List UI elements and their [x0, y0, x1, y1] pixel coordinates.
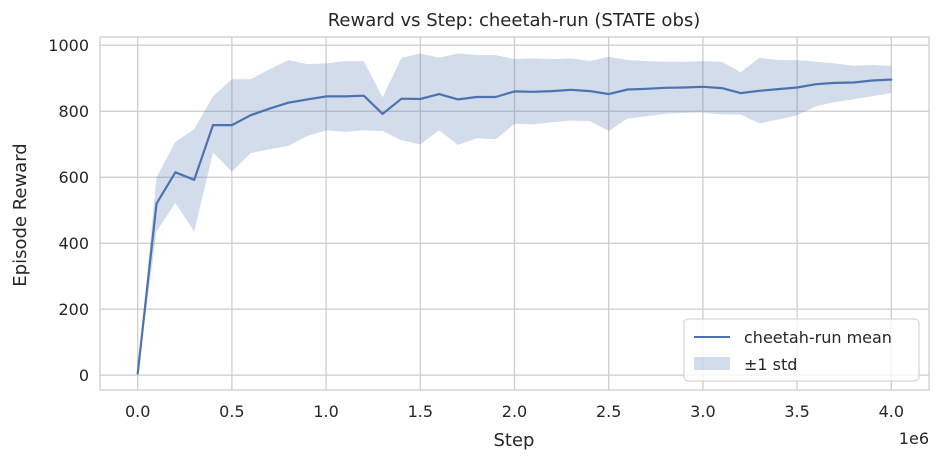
y-axis-label: Episode Reward — [10, 143, 31, 286]
legend-box — [683, 318, 920, 382]
x-tick-label-2: 1.0 — [313, 402, 338, 421]
x-tick-label-4: 2.0 — [502, 402, 527, 421]
x-tick-labels: 0.0 0.5 1.0 1.5 2.0 2.5 3.0 3.5 4.0 — [125, 402, 904, 421]
y-tick-label-5: 1000 — [48, 36, 89, 55]
x-tick-label-5: 2.5 — [596, 402, 621, 421]
x-tick-label-7: 3.5 — [784, 402, 809, 421]
std-band-area — [137, 53, 892, 374]
legend: cheetah-run mean ±1 std — [683, 318, 920, 382]
x-tick-label-8: 4.0 — [879, 402, 904, 421]
y-tick-label-1: 200 — [58, 300, 89, 319]
x-tick-label-3: 1.5 — [408, 402, 433, 421]
y-tick-labels: 0 200 400 600 800 1000 — [48, 36, 89, 385]
mean-line-path — [136, 78, 893, 375]
x-tick-label-0: 0.0 — [125, 402, 150, 421]
std-band — [137, 53, 892, 374]
y-tick-label-2: 400 — [58, 234, 89, 253]
x-tick-label-1: 0.5 — [219, 402, 244, 421]
plot-frame — [99, 36, 930, 391]
y-tick-label-0: 0 — [79, 366, 89, 385]
y-tick-label-4: 800 — [58, 102, 89, 121]
legend-band-swatch — [694, 357, 730, 370]
legend-label-std: ±1 std — [744, 355, 797, 374]
y-tick-label-3: 600 — [58, 168, 89, 187]
legend-label-mean: cheetah-run mean — [744, 328, 892, 347]
x-offset-label: 1e6 — [899, 429, 929, 448]
chart-title: Reward vs Step: cheetah-run (STATE obs) — [328, 10, 701, 31]
x-axis-label: Step — [494, 430, 535, 451]
x-tick-label-6: 3.0 — [690, 402, 715, 421]
mean-line — [136, 78, 893, 375]
